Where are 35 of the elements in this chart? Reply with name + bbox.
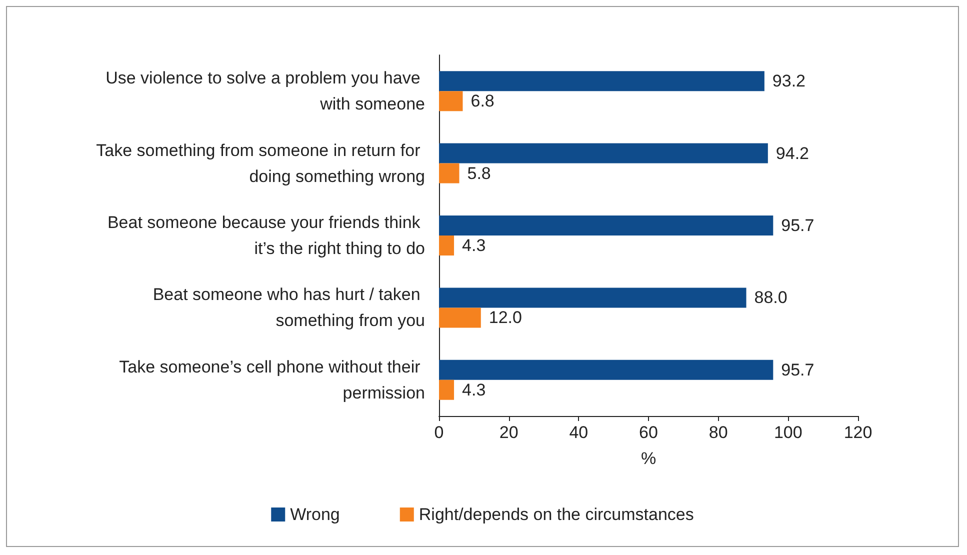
text: 5.8 [467, 164, 491, 183]
bar [439, 216, 774, 236]
x-tick-label: 120 [844, 423, 872, 442]
bar [439, 308, 481, 328]
bar [439, 71, 764, 92]
y-tick-label: Take something from someone in return for doing something wrong [96, 140, 425, 186]
text: 88.0 [754, 288, 788, 308]
text: 94.2 [776, 144, 810, 163]
bar [439, 163, 460, 184]
x-tick-label: 60 [639, 423, 658, 442]
x-tick-label: 100 [774, 423, 802, 442]
y-tick-label: Beat someone because your friends think it’s the right thing to do [107, 213, 425, 258]
bar [439, 288, 746, 308]
legend-label: Right/depends on the circumstances [418, 505, 694, 524]
x-tick-label: 80 [708, 423, 728, 442]
y-tick-label: Use violence to solve a problem you have with someone [106, 68, 425, 114]
x-axis-title: % [640, 449, 656, 468]
text: 95.7 [781, 360, 814, 380]
bar [439, 236, 454, 256]
text: 4.3 [462, 236, 486, 255]
text: 4.3 [462, 380, 486, 400]
bar [439, 360, 774, 380]
y-tick-label: Beat someone who has hurt / taken something from you [152, 285, 425, 330]
text: 93.2 [772, 72, 806, 91]
bar [439, 143, 768, 164]
text: 6.8 [470, 92, 494, 111]
y-tick-label: Take someone’s cell phone without their permission [119, 357, 425, 402]
x-tick-label: 40 [569, 423, 588, 442]
text: 95.7 [781, 216, 814, 235]
bar [439, 380, 454, 400]
x-tick-label: 20 [499, 423, 518, 442]
x-tick-label: 0 [434, 423, 444, 442]
text: 12.0 [488, 308, 522, 328]
legend-label: Wrong [290, 505, 340, 524]
bar [439, 91, 463, 112]
